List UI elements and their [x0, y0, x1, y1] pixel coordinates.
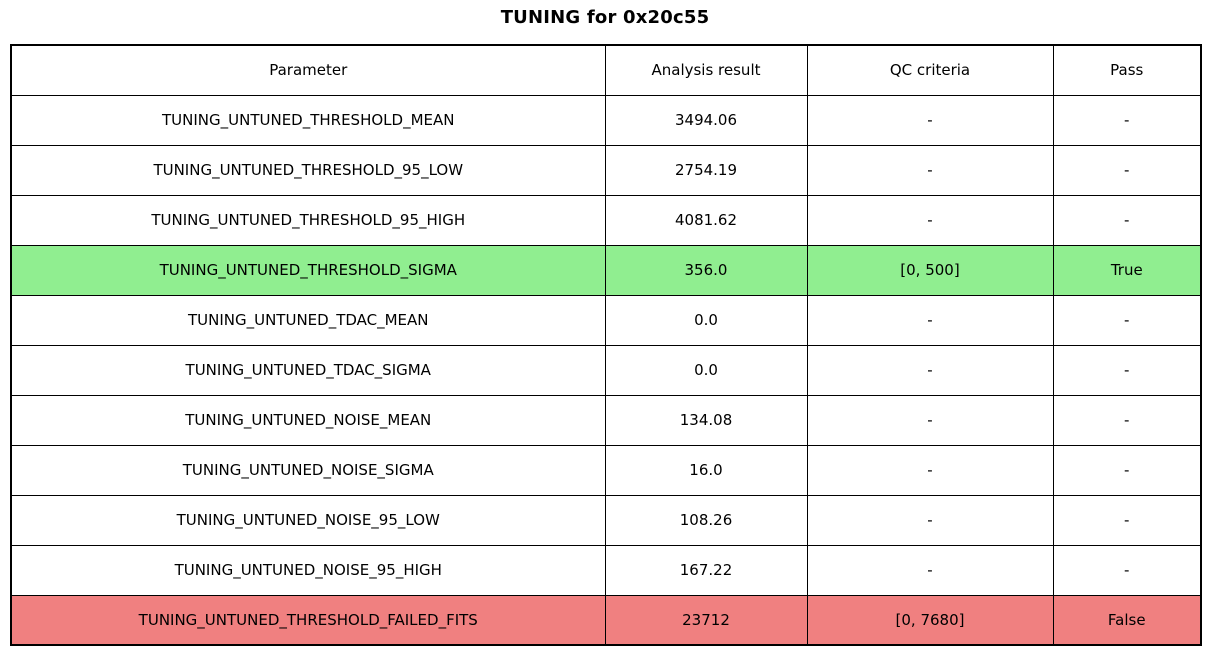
- cell-parameter: TUNING_UNTUNED_TDAC_SIGMA: [10, 344, 606, 396]
- cell-analysis-result: 16.0: [604, 444, 808, 496]
- cell-parameter: TUNING_UNTUNED_NOISE_95_HIGH: [10, 544, 606, 596]
- col-header-pass: Pass: [1052, 44, 1202, 96]
- cell-qc-criteria: [0, 7680]: [806, 594, 1054, 646]
- cell-parameter: TUNING_UNTUNED_THRESHOLD_SIGMA: [10, 244, 606, 296]
- cell-parameter: TUNING_UNTUNED_NOISE_SIGMA: [10, 444, 606, 496]
- table-row: TUNING_UNTUNED_THRESHOLD_95_HIGH 4081.62-…: [10, 194, 1202, 246]
- table-body: TUNING_UNTUNED_THRESHOLD_MEAN 3494.06- - TU…: [10, 94, 1202, 646]
- col-header-parameter: Parameter: [10, 44, 606, 96]
- cell-pass: -: [1052, 444, 1202, 496]
- table-row: TUNING_UNTUNED_NOISE_95_HIGH 167.22- -: [10, 544, 1202, 596]
- cell-qc-criteria: -: [806, 144, 1054, 196]
- cell-qc-criteria: -: [806, 494, 1054, 546]
- cell-analysis-result: 0.0: [604, 294, 808, 346]
- cell-pass: -: [1052, 544, 1202, 596]
- cell-analysis-result: 167.22: [604, 544, 808, 596]
- cell-parameter: TUNING_UNTUNED_THRESHOLD_FAILED_FITS: [10, 594, 606, 646]
- cell-parameter: TUNING_UNTUNED_NOISE_MEAN: [10, 394, 606, 446]
- cell-pass: -: [1052, 394, 1202, 446]
- cell-qc-criteria: -: [806, 444, 1054, 496]
- table-header-row: Parameter Analysis result QC criteria Pa…: [10, 44, 1202, 96]
- cell-qc-criteria: -: [806, 294, 1054, 346]
- cell-parameter: TUNING_UNTUNED_THRESHOLD_95_LOW: [10, 144, 606, 196]
- cell-analysis-result: 108.26: [604, 494, 808, 546]
- table-row: TUNING_UNTUNED_NOISE_MEAN 134.08- -: [10, 394, 1202, 446]
- table-row: TUNING_UNTUNED_TDAC_MEAN 0.0- -: [10, 294, 1202, 346]
- col-header-analysis-result: Analysis result: [604, 44, 808, 96]
- cell-parameter: TUNING_UNTUNED_NOISE_95_LOW: [10, 494, 606, 546]
- cell-qc-criteria: [0, 500]: [806, 244, 1054, 296]
- figure-title: TUNING for 0x20c55: [500, 7, 710, 28]
- table-row: TUNING_UNTUNED_NOISE_SIGMA 16.0- -: [10, 444, 1202, 496]
- cell-qc-criteria: -: [806, 344, 1054, 396]
- cell-pass: True: [1052, 244, 1202, 296]
- cell-qc-criteria: -: [806, 544, 1054, 596]
- cell-analysis-result: 134.08: [604, 394, 808, 446]
- table-row: TUNING_UNTUNED_THRESHOLD_MEAN 3494.06- -: [10, 94, 1202, 146]
- cell-analysis-result: 23712: [604, 594, 808, 646]
- cell-analysis-result: 2754.19: [604, 144, 808, 196]
- cell-pass: -: [1052, 494, 1202, 546]
- cell-analysis-result: 0.0: [604, 344, 808, 396]
- cell-analysis-result: 4081.62: [604, 194, 808, 246]
- cell-analysis-result: 3494.06: [604, 94, 808, 146]
- cell-parameter: TUNING_UNTUNED_THRESHOLD_MEAN: [10, 94, 606, 146]
- cell-pass: -: [1052, 94, 1202, 146]
- qc-results-table: Parameter Analysis result QC criteria Pa…: [10, 44, 1202, 646]
- table-row: TUNING_UNTUNED_THRESHOLD_FAILED_FITS 2371…: [10, 594, 1202, 646]
- table-row: TUNING_UNTUNED_THRESHOLD_SIGMA 356.0 [0, 5…: [10, 244, 1202, 296]
- cell-pass: -: [1052, 294, 1202, 346]
- cell-parameter: TUNING_UNTUNED_TDAC_MEAN: [10, 294, 606, 346]
- cell-qc-criteria: -: [806, 94, 1054, 146]
- cell-pass: -: [1052, 194, 1202, 246]
- table-row: TUNING_UNTUNED_THRESHOLD_95_LOW 2754.19- -: [10, 144, 1202, 196]
- cell-qc-criteria: -: [806, 194, 1054, 246]
- cell-pass: False: [1052, 594, 1202, 646]
- cell-analysis-result: 356.0: [604, 244, 808, 296]
- col-header-qc-criteria: QC criteria: [806, 44, 1054, 96]
- table-row: TUNING_UNTUNED_NOISE_95_LOW 108.26- -: [10, 494, 1202, 546]
- cell-parameter: TUNING_UNTUNED_THRESHOLD_95_HIGH: [10, 194, 606, 246]
- cell-pass: -: [1052, 344, 1202, 396]
- table-row: TUNING_UNTUNED_TDAC_SIGMA 0.0- -: [10, 344, 1202, 396]
- cell-qc-criteria: -: [806, 394, 1054, 446]
- cell-pass: -: [1052, 144, 1202, 196]
